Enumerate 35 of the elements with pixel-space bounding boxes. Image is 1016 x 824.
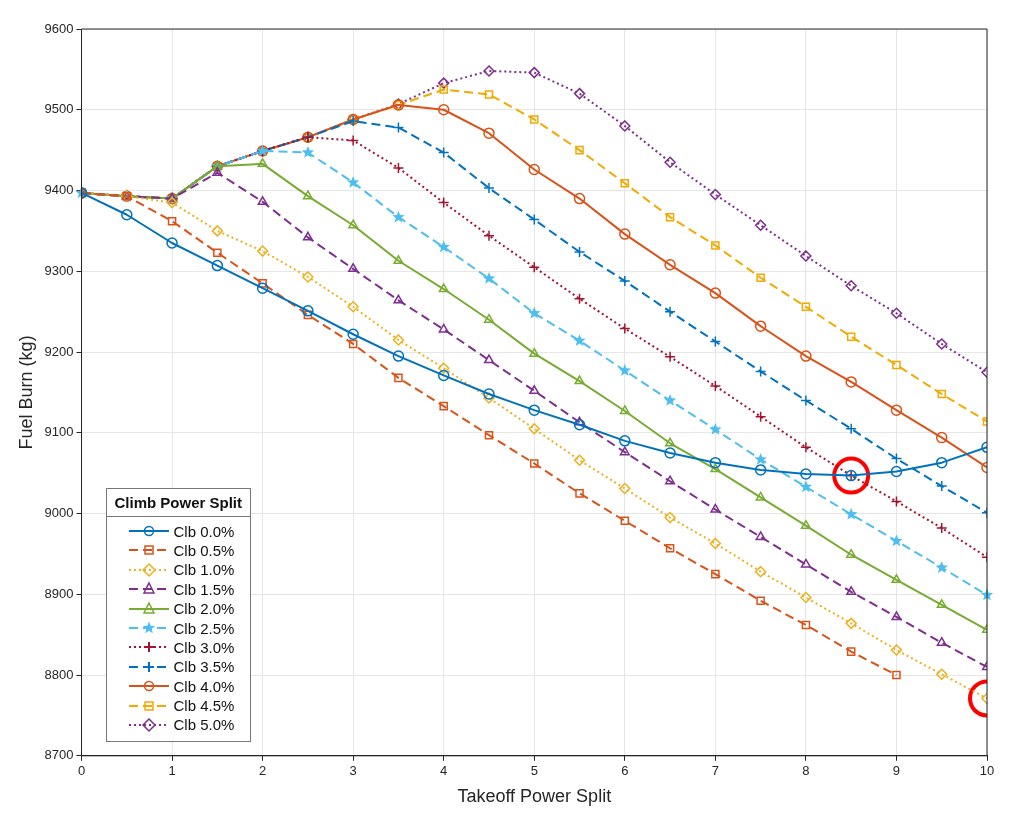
x-tick-label: 9 [892,763,901,779]
y-tick-label: 9200 [44,343,74,359]
legend-label: Clb 3.0% [173,638,235,656]
legend-label: Clb 4.5% [173,697,235,715]
y-tick-label: 9000 [44,505,74,521]
x-tick-label: 3 [349,763,357,779]
legend-title: Climb Power Split [106,489,251,518]
y-tick-label: 8800 [44,666,74,682]
legend-label: Clb 2.5% [173,619,235,637]
x-tick-label: 10 [979,763,995,779]
x-tick-label: 1 [168,763,176,779]
legend-label: Clb 0.0% [173,522,235,540]
y-tick-label: 8900 [44,585,74,601]
x-tick-label: 6 [621,763,629,779]
y-tick-label: 9500 [44,101,74,117]
legend-label: Clb 4.0% [173,677,235,695]
legend-label: Clb 2.0% [173,600,235,618]
legend-label: Clb 1.5% [173,580,235,598]
x-tick-label: 4 [440,763,448,779]
y-tick-label: 9300 [44,262,74,278]
x-tick-label: 2 [259,763,267,779]
legend-label: Clb 5.0% [173,716,235,734]
legend-label: Clb 1.0% [173,561,235,579]
x-axis-title: Takeoff Power Split [457,786,612,807]
x-tick-label: 8 [802,763,810,779]
x-tick-label: 5 [530,763,538,779]
y-tick-label: 9600 [44,20,74,36]
legend-label: Clb 0.5% [173,541,235,559]
x-tick-label: 7 [711,763,719,779]
y-tick-label: 9100 [44,424,74,440]
legend-label: Clb 3.5% [173,658,235,676]
x-tick-label: 0 [77,763,86,779]
y-axis-title: Fuel Burn (kg) [15,335,36,450]
y-tick-label: 8700 [44,747,74,763]
y-tick-label: 9400 [44,182,74,198]
